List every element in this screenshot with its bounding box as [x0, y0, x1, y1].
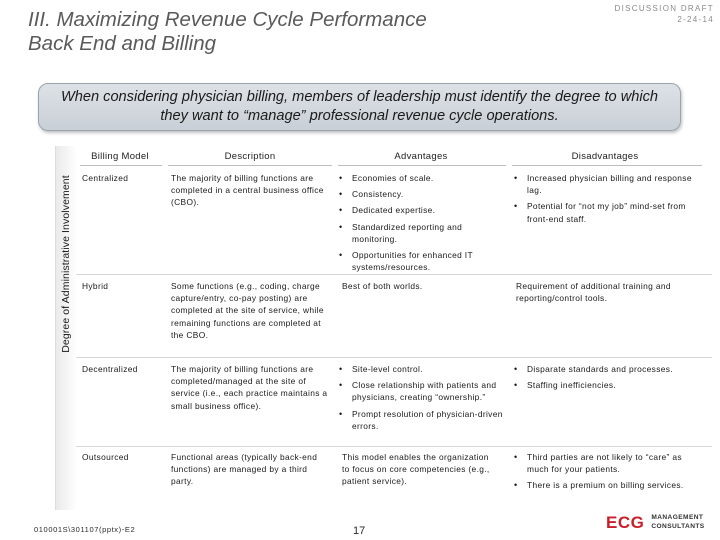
header-description: Description — [224, 151, 276, 162]
slide-title: III. Maximizing Revenue Cycle Performanc… — [28, 8, 588, 56]
description-centralized: The majority of billing functions are co… — [171, 173, 324, 208]
draft-label: DISCUSSION DRAFT — [614, 4, 714, 13]
header-billing-model: Billing Model — [91, 151, 149, 162]
header-underline — [80, 165, 162, 166]
list-item: Third parties are not likely to “care” a… — [513, 451, 701, 475]
disadvantages-decentralized: Disparate standards and processes. Staff… — [513, 363, 673, 395]
list-item: There is a premium on billing services. — [513, 479, 701, 491]
model-outsourced: Outsourced — [82, 452, 129, 462]
list-item: Staffing inefficiencies. — [513, 379, 673, 391]
description-hybrid: Some functions (e.g., coding, charge cap… — [171, 281, 324, 340]
description-outsourced: Functional areas (typically back-end fun… — [171, 452, 318, 487]
callout-text: When considering physician billing, memb… — [60, 89, 659, 124]
model-centralized: Centralized — [82, 173, 129, 183]
footer-code: 010001S\301107(pptx)-E2 — [34, 525, 136, 534]
logo-mark: ECG — [606, 513, 645, 532]
draft-date: 2-24-14 — [677, 15, 714, 24]
list-item: Opportunities for enhanced IT systems/re… — [338, 249, 504, 273]
header-advantages: Advantages — [394, 151, 448, 162]
disadvantages-hybrid: Requirement of additional training and r… — [516, 281, 671, 304]
disadvantages-centralized: Increased physician billing and response… — [513, 172, 701, 229]
list-item: Close relationship with patients and phy… — [338, 379, 504, 403]
row-divider — [76, 357, 712, 358]
advantages-hybrid: Best of both worlds. — [342, 281, 423, 291]
disadvantages-outsourced: Third parties are not likely to “care” a… — [513, 451, 701, 496]
list-item: Consistency. — [338, 188, 504, 200]
row-divider — [76, 274, 712, 275]
list-item: Increased physician billing and response… — [513, 172, 701, 196]
list-item: Disparate standards and processes. — [513, 363, 673, 375]
involvement-label-text: Degree of Administrative Involvement — [59, 174, 72, 353]
title-line-2: Back End and Billing — [28, 32, 217, 55]
advantages-outsourced: This model enables the organization to f… — [342, 452, 490, 487]
list-item: Potential for “not my job” mind-set from… — [513, 200, 701, 224]
model-hybrid: Hybrid — [82, 281, 109, 291]
header-underline — [512, 165, 702, 166]
involvement-label: Degree of Administrative Involvement — [55, 146, 76, 381]
logo-line-1: MANAGEMENT — [651, 514, 704, 521]
ecg-logo: ECG MANAGEMENT CONSULTANTS — [606, 514, 705, 531]
list-item: Standardized reporting and monitoring. — [338, 221, 504, 245]
list-item: Site-level control. — [338, 363, 504, 375]
page-number: 17 — [353, 525, 366, 537]
list-item: Dedicated expertise. — [338, 204, 504, 216]
model-decentralized: Decentralized — [82, 364, 138, 374]
callout-box: When considering physician billing, memb… — [38, 83, 681, 131]
header-underline — [338, 165, 506, 166]
row-divider — [76, 446, 712, 447]
draft-stamp: DISCUSSION DRAFT 2-24-14 — [615, 3, 714, 25]
logo-line-2: CONSULTANTS — [651, 522, 705, 530]
advantages-decentralized: Site-level control. Close relationship w… — [338, 363, 504, 436]
involvement-bar — [55, 146, 77, 510]
title-line-1: III. Maximizing Revenue Cycle Performanc… — [28, 8, 427, 31]
header-underline — [168, 165, 332, 166]
list-item: Prompt resolution of physician-driven er… — [338, 408, 504, 432]
header-disadvantages: Disadvantages — [571, 151, 639, 162]
description-decentralized: The majority of billing functions are co… — [171, 364, 328, 411]
logo-subtitle: MANAGEMENT CONSULTANTS — [651, 514, 704, 531]
advantages-centralized: Economies of scale. Consistency. Dedicat… — [338, 172, 504, 277]
list-item: Economies of scale. — [338, 172, 504, 184]
